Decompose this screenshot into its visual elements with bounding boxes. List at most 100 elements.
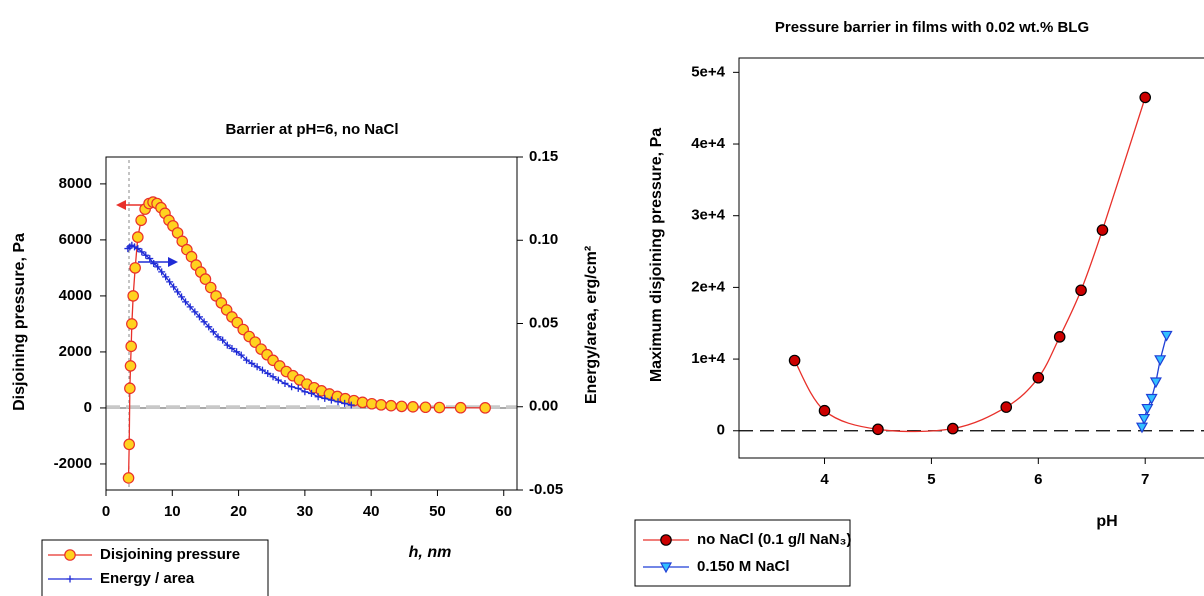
y2-tick-label: 0.15 <box>529 148 558 165</box>
marker <box>1075 284 1087 297</box>
marker <box>131 243 139 251</box>
marker <box>124 360 137 372</box>
marker <box>1096 224 1109 236</box>
marker <box>818 404 831 417</box>
marker <box>308 389 315 397</box>
marker <box>223 341 231 349</box>
marker <box>146 255 154 263</box>
x-tick-label: 5 <box>927 471 935 488</box>
marker <box>356 396 369 409</box>
series-line <box>794 97 1146 433</box>
y-tick-label: -2000 <box>54 455 92 472</box>
legend-box <box>41 539 269 596</box>
marker <box>1053 331 1066 343</box>
marker <box>228 344 236 352</box>
marker <box>433 401 446 414</box>
marker <box>946 422 959 435</box>
marker <box>1135 422 1149 434</box>
marker <box>200 318 208 326</box>
legend-marker <box>660 534 672 546</box>
legend-label: Disjoining pressure <box>100 546 240 563</box>
marker <box>125 340 137 353</box>
chart-title: Pressure barrier in films with 0.02 wt.%… <box>775 19 1089 36</box>
marker <box>138 248 146 256</box>
marker <box>135 214 147 227</box>
x-tick-label: 40 <box>363 503 380 520</box>
legend-label: Energy / area <box>100 570 195 587</box>
x-tick-label: 7 <box>1141 471 1149 488</box>
marker <box>264 369 272 377</box>
marker <box>170 283 178 291</box>
marker <box>395 400 408 413</box>
marker <box>281 379 289 387</box>
marker <box>154 263 162 271</box>
y-tick-label: 2e+4 <box>691 278 725 295</box>
y-axis-label: Maximum disjoining pressure, Pa <box>648 128 665 382</box>
y-tick-label: 1e+4 <box>691 350 725 367</box>
marker <box>479 402 491 414</box>
marker <box>274 376 282 384</box>
legend-box <box>634 519 851 587</box>
marker <box>182 298 190 306</box>
legend-label: no NaCl (0.1 g/l NaN₃) <box>697 531 851 548</box>
marker <box>199 273 212 285</box>
marker <box>1139 91 1152 104</box>
x-axis-label: h, nm <box>409 544 452 561</box>
marker <box>1141 403 1154 415</box>
marker <box>195 313 203 321</box>
legend-marker <box>66 575 74 583</box>
marker <box>419 401 432 414</box>
y-tick-label: 5e+4 <box>691 63 725 80</box>
legend-marker <box>64 549 76 561</box>
x-tick-label: 60 <box>495 503 512 520</box>
marker <box>301 388 309 396</box>
marker <box>243 356 251 364</box>
marker <box>288 383 296 391</box>
x-tick-label: 10 <box>164 503 181 520</box>
marker <box>150 260 158 268</box>
marker <box>233 348 241 356</box>
x-tick-label: 20 <box>230 503 247 520</box>
y-tick-label: 6000 <box>59 231 92 248</box>
y2-tick-label: 0.05 <box>529 314 558 331</box>
marker <box>132 231 144 243</box>
y-tick-label: 3e+4 <box>691 207 725 224</box>
y-tick-label: 0 <box>717 422 725 439</box>
marker <box>1154 355 1167 367</box>
marker <box>1149 377 1162 389</box>
x-tick-label: 30 <box>297 503 314 520</box>
marker <box>134 245 142 253</box>
marker <box>204 281 217 294</box>
marker <box>219 336 227 344</box>
marker <box>341 399 349 407</box>
y-tick-label: 4e+4 <box>691 135 725 152</box>
marker <box>122 472 135 484</box>
y2-tick-label: 0.10 <box>529 231 558 248</box>
legend-marker <box>659 562 673 574</box>
marker <box>1032 371 1045 384</box>
x-tick-label: 4 <box>820 471 829 488</box>
y-tick-label: 4000 <box>59 287 92 304</box>
marker <box>191 308 199 316</box>
legend-label: 0.150 M NaCl <box>697 558 790 575</box>
plot-frame <box>105 156 518 491</box>
marker <box>126 318 138 330</box>
y2-tick-label: -0.05 <box>529 481 563 498</box>
y-tick-label: 0 <box>84 399 92 416</box>
plot-frame <box>738 57 1204 459</box>
marker <box>162 273 170 281</box>
marker <box>178 293 186 301</box>
y-tick-label: 2000 <box>59 343 92 360</box>
marker <box>166 278 174 286</box>
y-tick-label: 8000 <box>59 175 92 192</box>
marker <box>327 396 335 404</box>
marker <box>258 366 266 374</box>
marker <box>248 359 256 367</box>
marker <box>1145 393 1158 405</box>
marker <box>1138 413 1151 425</box>
marker <box>872 423 884 436</box>
marker <box>334 398 342 406</box>
marker <box>407 401 419 413</box>
marker <box>237 351 245 359</box>
